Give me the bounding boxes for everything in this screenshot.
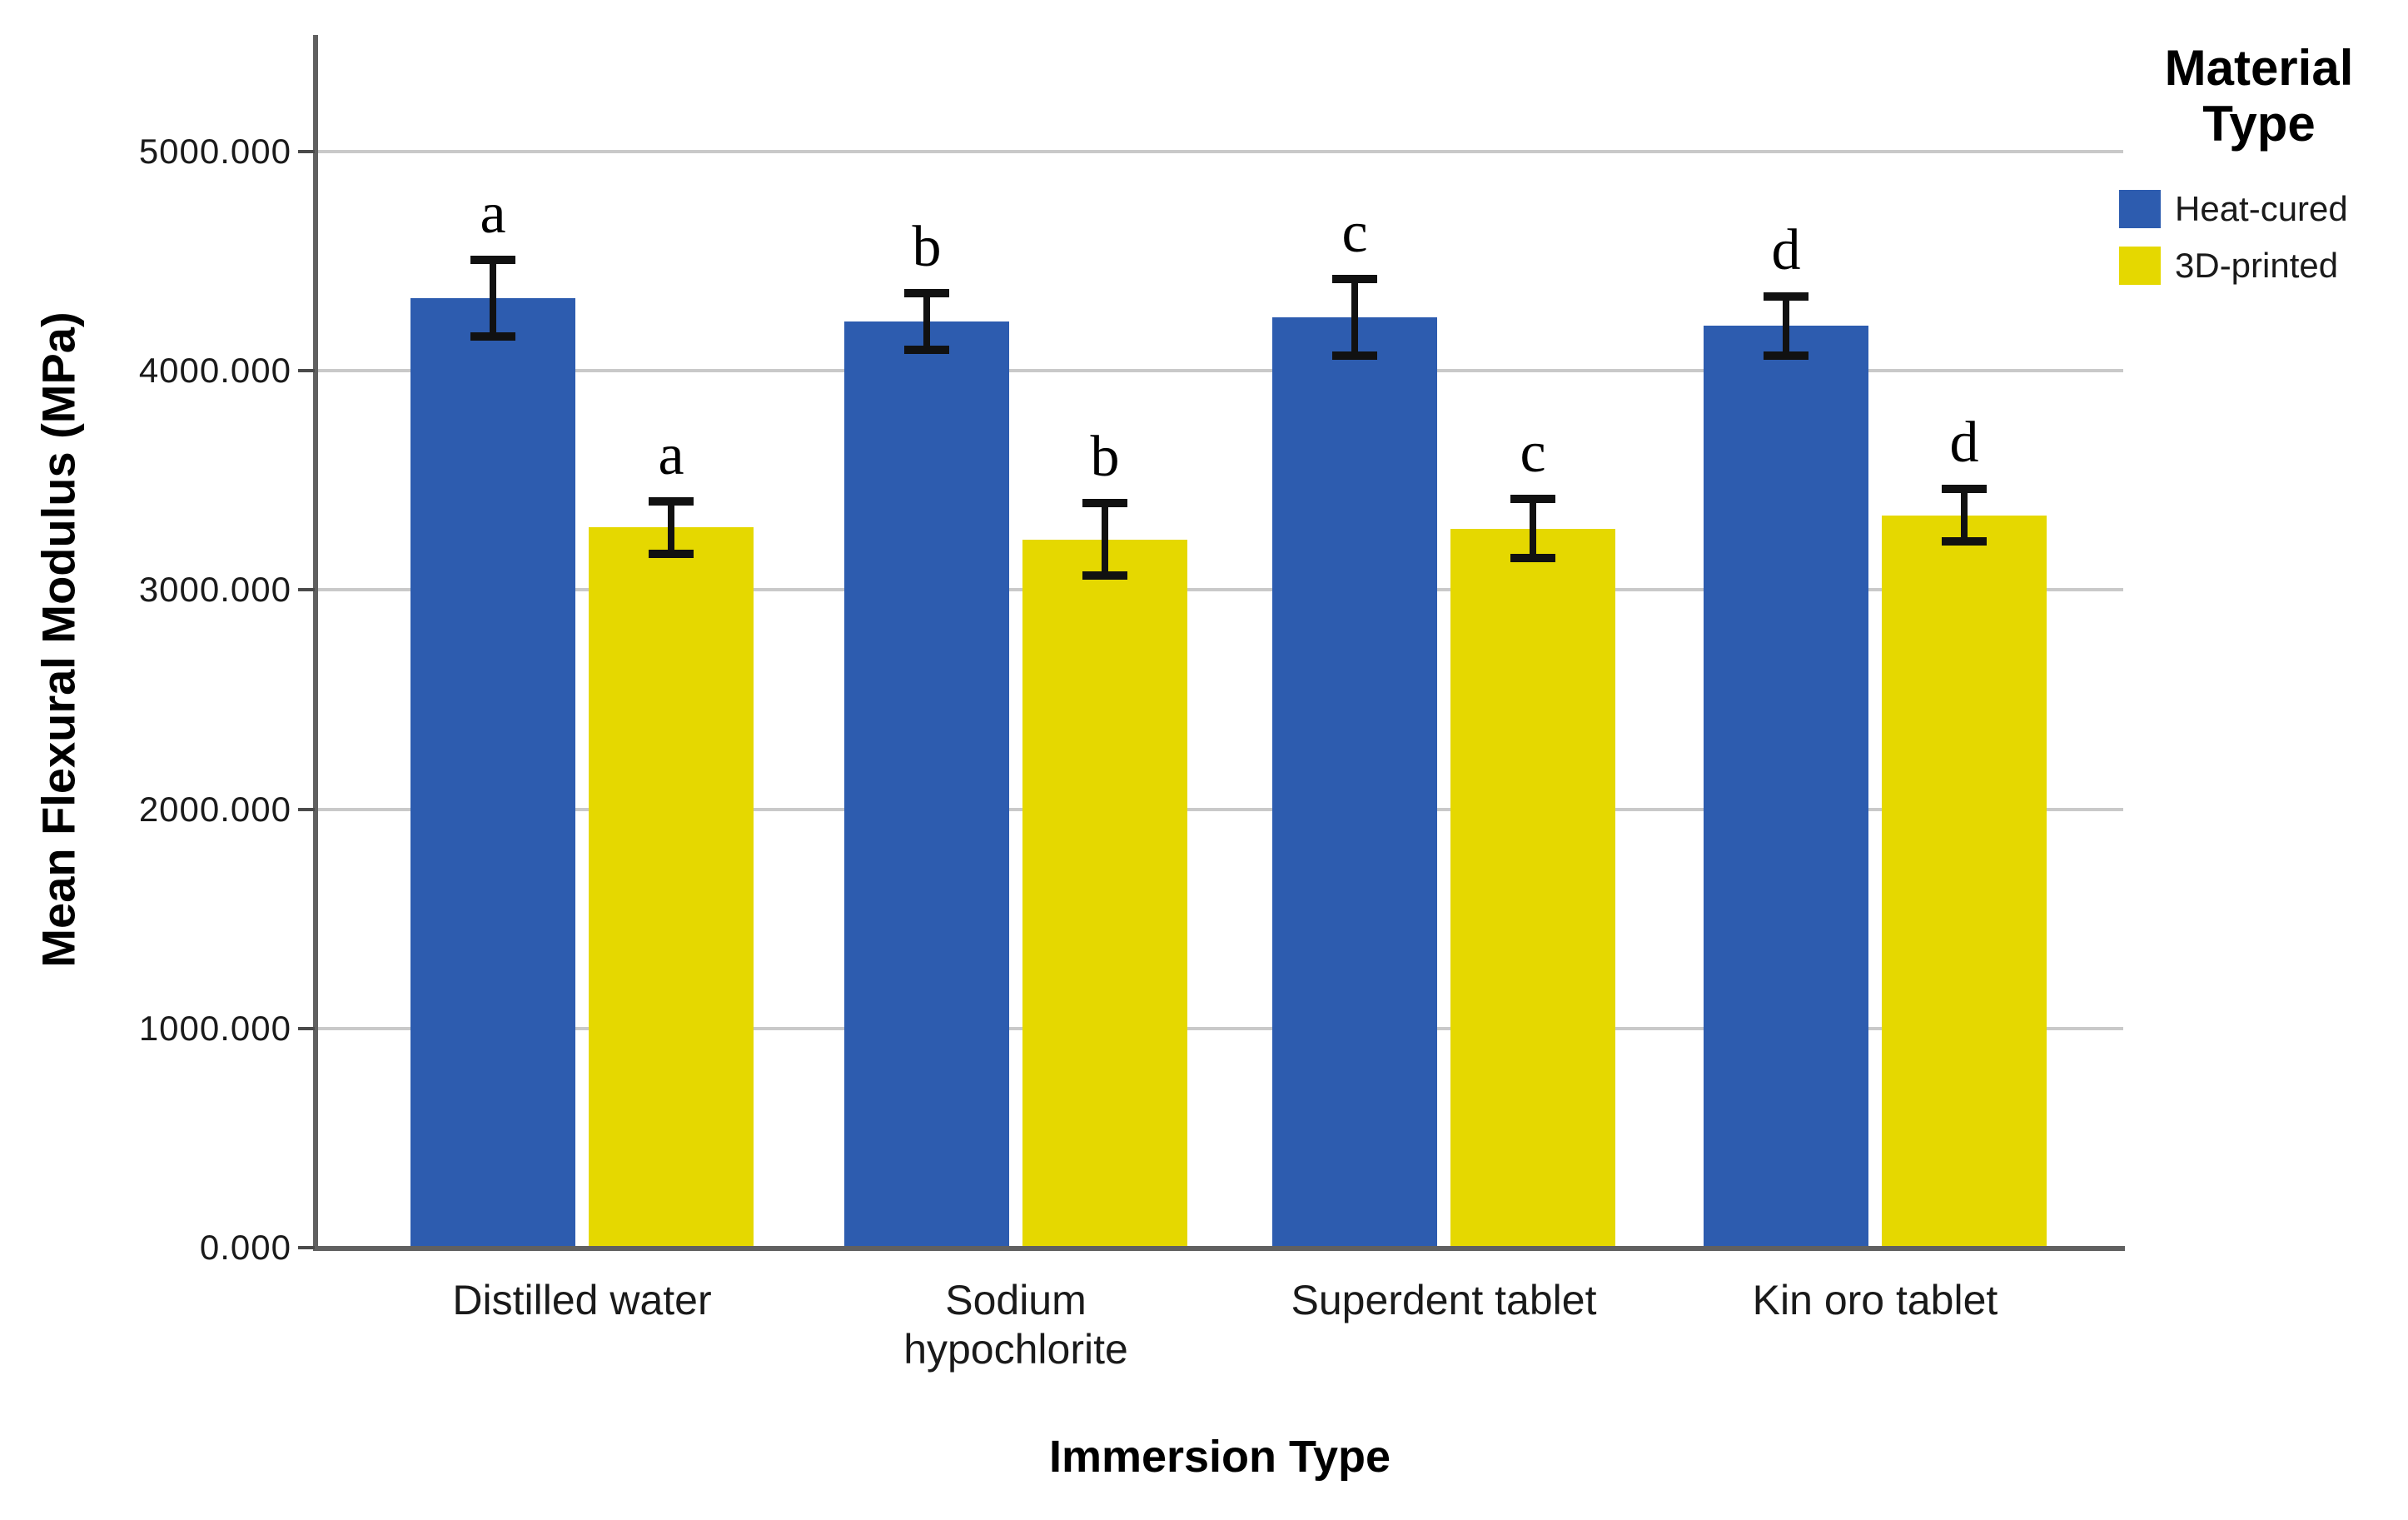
y-tickmark-3000: [298, 588, 315, 592]
error-bar-cap-top-3d-printed-kin-oro-tablet: [1942, 485, 1987, 494]
error-bar-cap-bottom-3d-printed-distilled-water: [649, 549, 694, 558]
y-tickmark-2000: [298, 807, 315, 811]
y-tick-label-0: 0.000: [199, 1228, 291, 1267]
x-category-label-superdent-tablet: Superdent tablet: [1291, 1277, 1597, 1323]
sig-letter-heat-cured-distilled-water: a: [480, 182, 506, 247]
y-tick-label-1000: 1000.000: [138, 1008, 291, 1048]
gridline-1000: [316, 1026, 2123, 1030]
legend-swatch-heat-cured: [2119, 190, 2161, 228]
sig-letter-heat-cured-kin-oro-tablet: d: [1771, 217, 1801, 282]
bar-heat-cured-superdent-tablet: [1272, 316, 1437, 1248]
y-tickmark-5000: [298, 150, 315, 153]
x-axis-title: Immersion Type: [1048, 1432, 1391, 1482]
bar-heat-cured-kin-oro-tablet: [1704, 326, 1868, 1248]
gridline-2000: [316, 807, 2123, 811]
error-bar-cap-top-heat-cured-sodium-hypochlorite: [904, 288, 949, 297]
error-bar-line-3d-printed-superdent-tablet: [1530, 499, 1536, 559]
legend-title: Material Type: [2164, 40, 2354, 152]
error-bar-cap-top-3d-printed-distilled-water: [649, 496, 694, 506]
x-category-label-sodium-hypochlorite: Sodium hypochlorite: [903, 1277, 1128, 1373]
y-tickmark-4000: [298, 369, 315, 373]
y-tick-label-3000: 3000.000: [138, 570, 291, 610]
y-tick-label-5000: 5000.000: [138, 132, 291, 171]
x-category-label-kin-oro-tablet: Kin oro tablet: [1752, 1277, 1998, 1323]
gridline-3000: [316, 588, 2123, 592]
bar-heat-cured-distilled-water: [410, 298, 575, 1248]
bar-3d-printed-kin-oro-tablet: [1882, 515, 2047, 1248]
error-bar-cap-top-heat-cured-kin-oro-tablet: [1764, 292, 1808, 301]
error-bar-cap-bottom-3d-printed-superdent-tablet: [1510, 554, 1555, 563]
error-bar-line-3d-printed-distilled-water: [668, 501, 674, 554]
error-bar-line-heat-cured-superdent-tablet: [1351, 278, 1358, 356]
y-tickmark-0: [298, 1246, 315, 1249]
error-bar-cap-top-heat-cured-superdent-tablet: [1332, 274, 1377, 283]
legend-label-heat-cured: Heat-cured: [2175, 189, 2348, 228]
sig-letter-3d-printed-superdent-tablet: c: [1520, 421, 1546, 486]
error-bar-cap-bottom-heat-cured-sodium-hypochlorite: [904, 346, 949, 355]
sig-letter-3d-printed-sodium-hypochlorite: b: [1090, 425, 1120, 490]
error-bar-line-heat-cured-distilled-water: [490, 260, 496, 337]
legend-label-3d-printed: 3D-printed: [2175, 246, 2339, 285]
y-axis-title: Mean Flexural Modulus (MPa): [32, 311, 85, 968]
x-category-label-distilled-water: Distilled water: [452, 1277, 712, 1323]
error-bar-cap-top-3d-printed-sodium-hypochlorite: [1082, 499, 1127, 508]
bar-3d-printed-sodium-hypochlorite: [1022, 539, 1187, 1248]
error-bar-line-heat-cured-kin-oro-tablet: [1783, 296, 1789, 356]
sig-letter-heat-cured-sodium-hypochlorite: b: [912, 214, 942, 279]
gridline-5000: [316, 150, 2123, 153]
error-bar-line-3d-printed-sodium-hypochlorite: [1102, 503, 1108, 576]
error-bar-line-heat-cured-sodium-hypochlorite: [923, 292, 930, 351]
error-bar-cap-bottom-heat-cured-superdent-tablet: [1332, 351, 1377, 360]
bar-3d-printed-superdent-tablet: [1450, 528, 1615, 1248]
error-bar-cap-bottom-heat-cured-distilled-water: [470, 332, 515, 341]
bar-heat-cured-sodium-hypochlorite: [844, 321, 1009, 1248]
sig-letter-heat-cured-superdent-tablet: c: [1341, 200, 1368, 265]
y-tick-label-4000: 4000.000: [138, 351, 291, 391]
x-axis-line: [313, 1246, 2125, 1251]
y-tick-label-2000: 2000.000: [138, 789, 291, 829]
legend-swatch-3d-printed: [2119, 247, 2161, 285]
error-bar-cap-bottom-heat-cured-kin-oro-tablet: [1764, 351, 1808, 360]
gridline-4000: [316, 369, 2123, 373]
y-tickmark-1000: [298, 1026, 315, 1030]
error-bar-line-3d-printed-kin-oro-tablet: [1961, 489, 1968, 542]
bar-3d-printed-distilled-water: [589, 527, 754, 1248]
sig-letter-3d-printed-kin-oro-tablet: d: [1949, 411, 1979, 476]
error-bar-cap-top-3d-printed-superdent-tablet: [1510, 495, 1555, 504]
error-bar-cap-bottom-3d-printed-sodium-hypochlorite: [1082, 571, 1127, 581]
error-bar-cap-bottom-3d-printed-kin-oro-tablet: [1942, 537, 1987, 546]
sig-letter-3d-printed-distilled-water: a: [658, 422, 684, 487]
error-bar-cap-top-heat-cured-distilled-water: [470, 256, 515, 265]
y-axis-spine: [313, 35, 318, 1251]
